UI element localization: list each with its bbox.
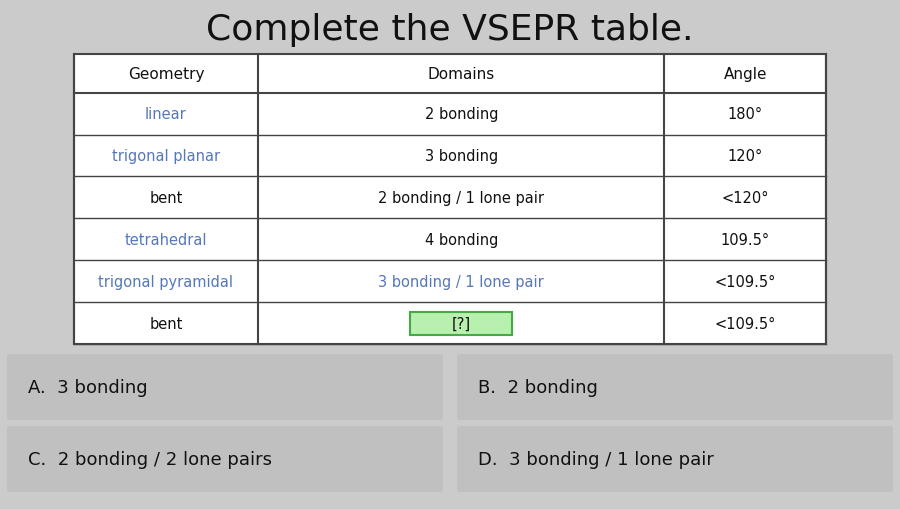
Text: trigonal pyramidal: trigonal pyramidal [98, 274, 233, 289]
FancyBboxPatch shape [457, 426, 893, 492]
Bar [410, 312, 512, 335]
Text: bent: bent [149, 190, 183, 206]
Bar [74, 55, 826, 344]
Text: C.  2 bonding / 2 lone pairs: C. 2 bonding / 2 lone pairs [28, 450, 272, 468]
Text: [?]: [?] [452, 316, 471, 331]
Text: tetrahedral: tetrahedral [125, 232, 207, 247]
Text: Geometry: Geometry [128, 67, 204, 81]
Text: A.  3 bonding: A. 3 bonding [28, 378, 148, 396]
Text: <109.5°: <109.5° [715, 274, 776, 289]
Text: trigonal planar: trigonal planar [112, 149, 220, 164]
Text: <120°: <120° [722, 190, 770, 206]
Text: 3 bonding: 3 bonding [425, 149, 498, 164]
Text: D.  3 bonding / 1 lone pair: D. 3 bonding / 1 lone pair [478, 450, 714, 468]
FancyBboxPatch shape [457, 354, 893, 420]
Text: 2 bonding: 2 bonding [425, 107, 498, 122]
Text: Angle: Angle [724, 67, 767, 81]
Text: B.  2 bonding: B. 2 bonding [478, 378, 598, 396]
Text: 3 bonding / 1 lone pair: 3 bonding / 1 lone pair [378, 274, 544, 289]
Text: linear: linear [145, 107, 187, 122]
Text: <109.5°: <109.5° [715, 316, 776, 331]
Text: 180°: 180° [728, 107, 763, 122]
Text: Complete the VSEPR table.: Complete the VSEPR table. [206, 13, 694, 47]
Text: 2 bonding / 1 lone pair: 2 bonding / 1 lone pair [378, 190, 544, 206]
Text: 120°: 120° [728, 149, 763, 164]
FancyBboxPatch shape [7, 354, 443, 420]
Text: 4 bonding: 4 bonding [425, 232, 498, 247]
Text: bent: bent [149, 316, 183, 331]
Text: Domains: Domains [428, 67, 495, 81]
Text: 109.5°: 109.5° [721, 232, 770, 247]
FancyBboxPatch shape [7, 426, 443, 492]
